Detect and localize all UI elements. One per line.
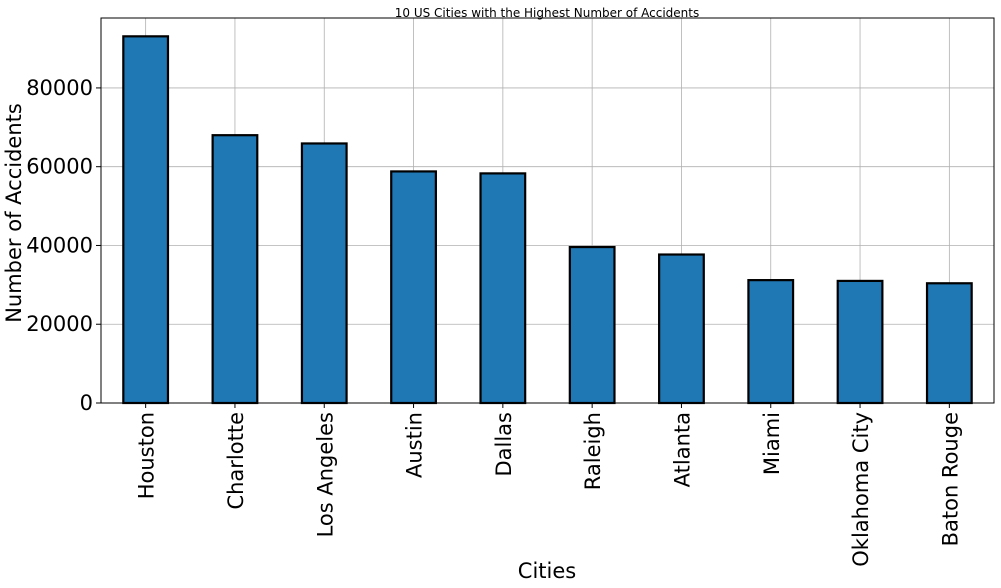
bar bbox=[390, 170, 437, 405]
chart-title: 10 US Cities with the Highest Number of … bbox=[395, 6, 700, 20]
bar bbox=[568, 245, 616, 405]
plot-area-frame bbox=[100, 17, 995, 404]
x-tick-label: Raleigh bbox=[581, 412, 605, 490]
x-tick-label: Oklahoma City bbox=[849, 412, 873, 567]
y-axis-label: Number of Accidents bbox=[2, 103, 26, 323]
bar bbox=[479, 172, 527, 405]
bar bbox=[747, 279, 795, 405]
x-axis-label: Cities bbox=[518, 559, 576, 583]
x-tick-label: Austin bbox=[403, 412, 427, 478]
y-tick-label: 80000 bbox=[26, 76, 93, 100]
bar bbox=[836, 279, 884, 405]
y-tick-label: 0 bbox=[80, 391, 93, 415]
y-tick-label: 60000 bbox=[26, 155, 93, 179]
x-tick-label: Baton Rouge bbox=[938, 412, 962, 546]
bar bbox=[658, 253, 705, 405]
bars bbox=[122, 35, 973, 405]
x-tick-label: Houston bbox=[135, 412, 159, 499]
y-tick-label: 20000 bbox=[26, 312, 93, 336]
x-tick-label: Atlanta bbox=[670, 412, 694, 487]
x-tick-label: Charlotte bbox=[224, 412, 248, 510]
y-axis-ticks: 0 20000 40000 60000 80000 bbox=[26, 76, 101, 415]
bar bbox=[300, 142, 348, 405]
x-tick-label: Dallas bbox=[492, 412, 516, 477]
x-tick-label: Miami bbox=[760, 412, 784, 475]
x-axis-ticks: Houston Charlotte Los Angeles Austin Dallas R… bbox=[135, 403, 962, 567]
x-tick-label: Los Angeles bbox=[313, 412, 337, 537]
y-tick-label: 40000 bbox=[26, 233, 93, 257]
bar bbox=[211, 134, 259, 405]
bar bbox=[925, 282, 973, 405]
bar bbox=[122, 35, 170, 405]
